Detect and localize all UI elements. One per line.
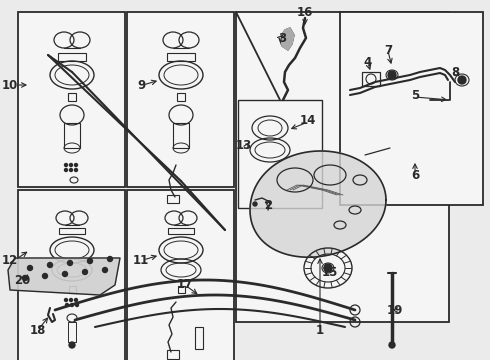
Circle shape: [74, 168, 77, 171]
Text: 7: 7: [384, 44, 392, 57]
Circle shape: [27, 266, 32, 270]
Circle shape: [458, 76, 466, 84]
Text: 3: 3: [278, 32, 286, 45]
Circle shape: [68, 261, 73, 266]
Circle shape: [63, 271, 68, 276]
Text: 4: 4: [364, 55, 372, 68]
Bar: [167, 195, 179, 203]
Bar: [64, 123, 80, 148]
Text: 10: 10: [2, 78, 18, 91]
Bar: [362, 72, 380, 86]
Bar: [340, 12, 483, 205]
Text: 19: 19: [387, 303, 403, 316]
Circle shape: [82, 270, 88, 274]
Text: 20: 20: [14, 274, 30, 287]
Text: 12: 12: [2, 253, 18, 266]
Circle shape: [66, 303, 69, 306]
Bar: [173, 123, 189, 148]
Bar: [59, 228, 85, 234]
Circle shape: [324, 264, 332, 272]
Bar: [68, 322, 76, 342]
Circle shape: [65, 168, 68, 171]
Circle shape: [88, 258, 93, 264]
Circle shape: [71, 303, 73, 306]
Circle shape: [70, 298, 73, 302]
Circle shape: [74, 163, 77, 166]
Bar: [69, 286, 76, 293]
Text: 18: 18: [30, 324, 46, 337]
Bar: [127, 12, 234, 187]
Bar: [236, 12, 449, 322]
Bar: [178, 286, 185, 293]
Bar: [167, 350, 179, 359]
Text: 2: 2: [264, 198, 272, 212]
Text: 16: 16: [297, 5, 313, 18]
Circle shape: [75, 303, 78, 306]
Text: 6: 6: [411, 168, 419, 181]
Circle shape: [48, 262, 52, 267]
Bar: [168, 228, 194, 234]
Circle shape: [102, 267, 107, 273]
Polygon shape: [281, 28, 294, 50]
Circle shape: [388, 71, 396, 79]
Circle shape: [107, 256, 113, 261]
Circle shape: [69, 342, 75, 348]
Bar: [195, 327, 203, 349]
Circle shape: [70, 163, 73, 166]
Circle shape: [253, 202, 257, 206]
Text: 17: 17: [177, 279, 193, 292]
Text: 14: 14: [300, 113, 316, 126]
Circle shape: [23, 275, 27, 280]
Polygon shape: [8, 258, 120, 295]
Circle shape: [43, 274, 48, 279]
Circle shape: [65, 163, 68, 166]
Bar: [177, 93, 185, 101]
Bar: [58, 53, 86, 61]
Bar: [68, 93, 76, 101]
Bar: [18, 190, 125, 360]
Polygon shape: [250, 151, 386, 257]
Text: 5: 5: [411, 89, 419, 102]
Bar: [18, 12, 125, 187]
Bar: [167, 53, 195, 61]
Text: 13: 13: [236, 139, 252, 152]
Text: 8: 8: [451, 66, 459, 78]
Circle shape: [65, 298, 68, 302]
Circle shape: [74, 298, 77, 302]
Text: 9: 9: [137, 78, 145, 91]
Text: 15: 15: [322, 266, 338, 279]
Circle shape: [389, 342, 395, 348]
Circle shape: [70, 168, 73, 171]
Bar: [127, 190, 234, 360]
Text: 11: 11: [133, 253, 149, 266]
Text: 1: 1: [316, 324, 324, 337]
Bar: [238, 100, 322, 208]
